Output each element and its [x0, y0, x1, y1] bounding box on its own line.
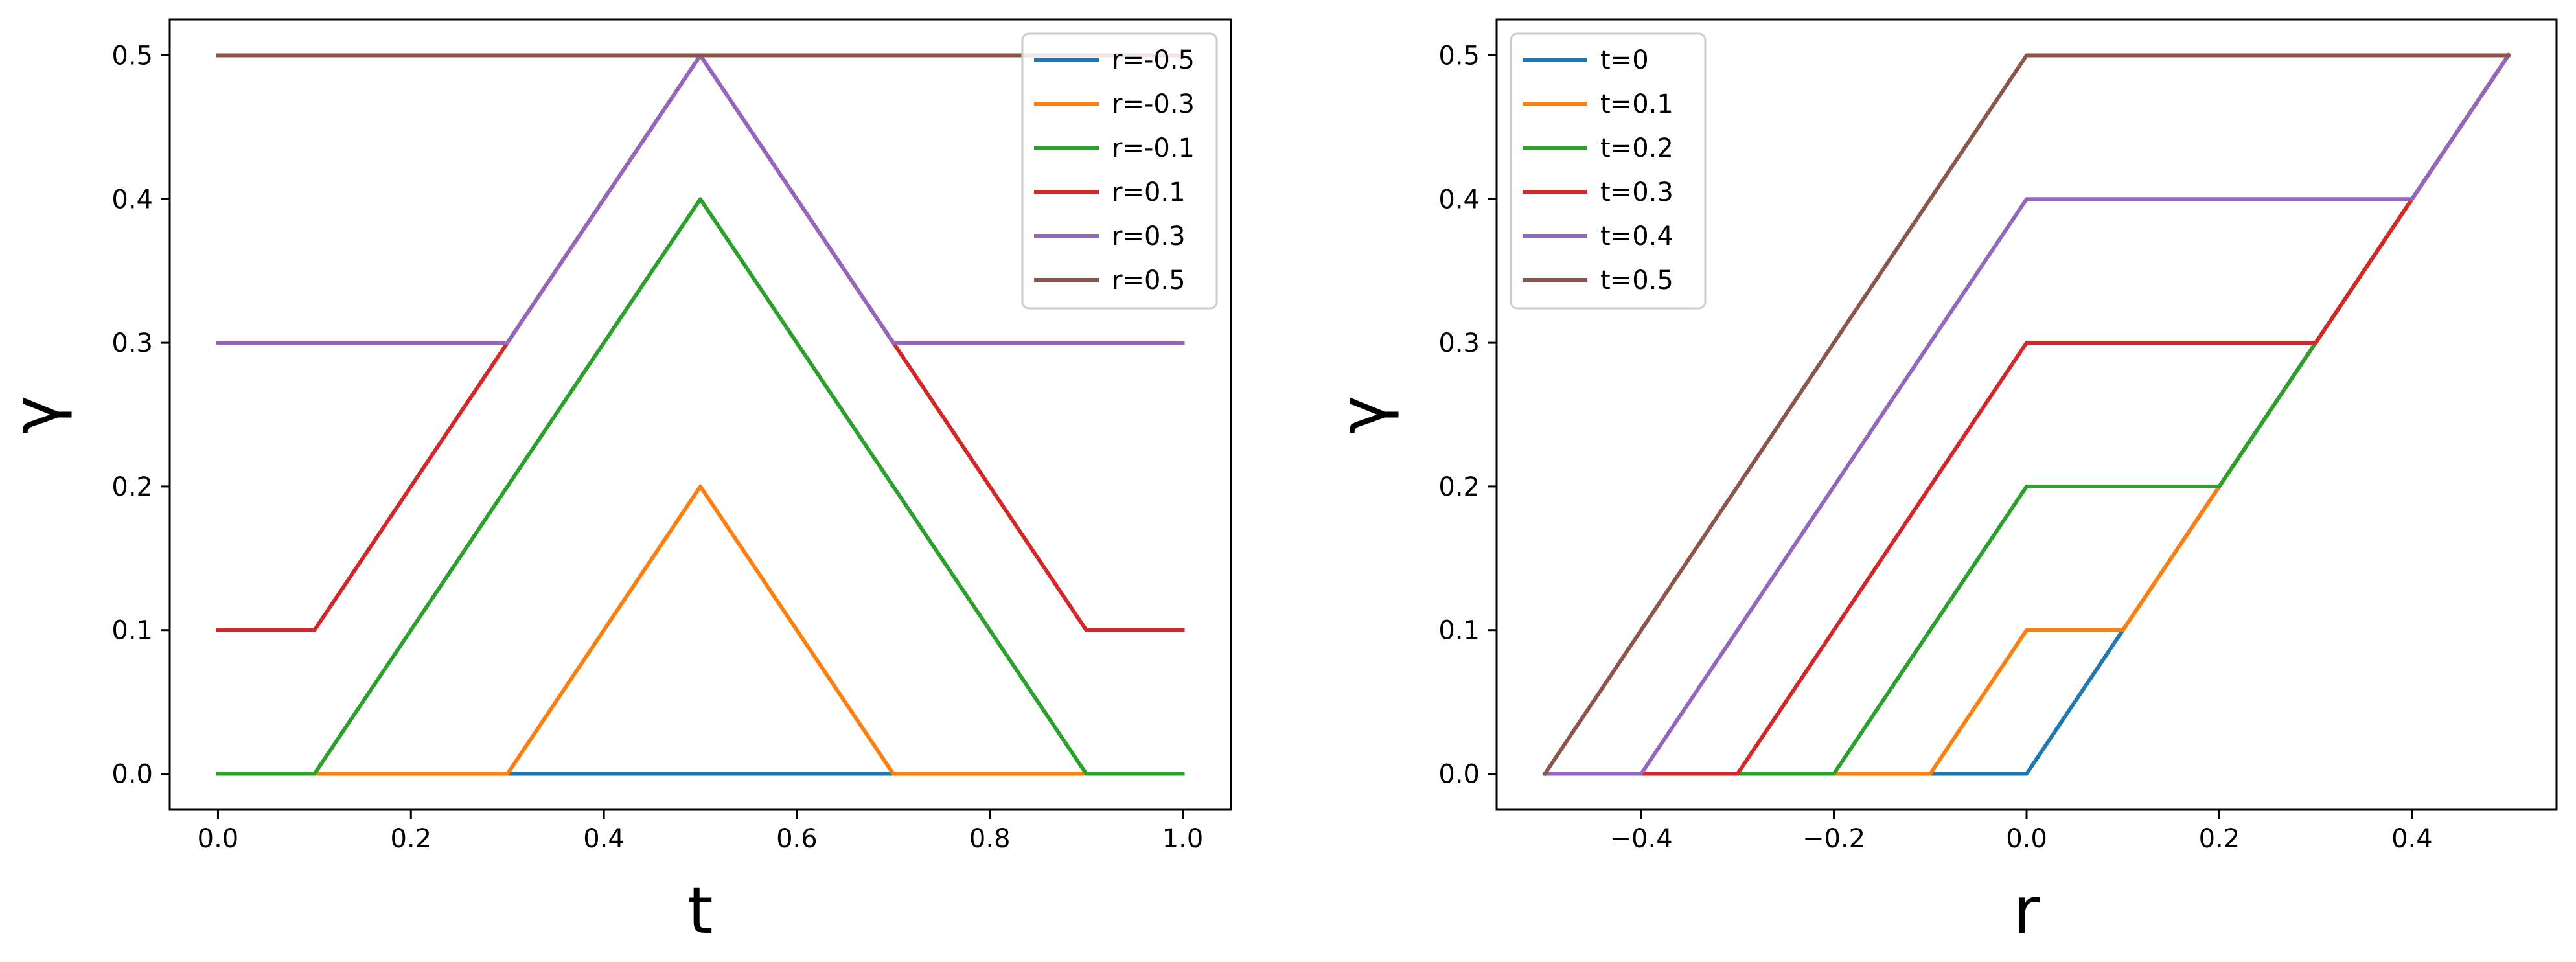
series-line-t0p3 [1543, 52, 2511, 776]
x-axis-label: r [2013, 873, 2040, 948]
y-tick-label: 0.0 [111, 760, 153, 790]
y-tick-label: 0.0 [1438, 760, 1480, 790]
x-tick-label: 0.4 [583, 824, 625, 854]
chart-gamma-vs-t: 0.0 0.2 0.4 0.6 0.8 1.0 0.0 0.1 0.2 0.3 0.4 0.5 t γ r=… [0, 18, 1232, 948]
y-tick-label: 0.4 [1438, 185, 1480, 214]
legend-label-r0p3: r=0.3 [1112, 222, 1186, 251]
y-axis-label: γ [0, 395, 73, 433]
legend: t=0 t=0.1 t=0.2 t=0.3 t=0.4 t=0.5 [1510, 32, 1707, 310]
legend-label-t0p4: t=0.4 [1600, 222, 1673, 251]
y-tick-label: 0.5 [111, 41, 153, 71]
legend-label-t0p3: t=0.3 [1600, 178, 1673, 207]
series-line-t0p4 [1543, 52, 2511, 776]
y-tick-label: 0.3 [1438, 328, 1480, 358]
x-tick-label: 0.2 [2199, 824, 2240, 854]
legend: r=-0.5 r=-0.3 r=-0.1 r=0.1 r=0.3 r=0.5 [1021, 32, 1218, 310]
x-axis-label: t [687, 873, 713, 948]
y-tick-label: 0.1 [1438, 616, 1480, 646]
legend-label-r0p5: r=0.5 [1112, 266, 1186, 295]
x-tick-label: 1.0 [1162, 824, 1204, 854]
series-line-t0p5 [1542, 53, 2511, 777]
legend-label-t0p5: t=0.5 [1600, 266, 1673, 295]
legend-label-r-0p5: r=-0.5 [1112, 45, 1195, 75]
y-tick-label: 0.4 [111, 185, 153, 214]
x-tick-label: 0.2 [390, 824, 431, 854]
legend-label-r-0p3: r=-0.3 [1112, 89, 1195, 119]
chart-gamma-vs-r: −0.4 −0.2 0.0 0.2 0.4 0.0 0.1 0.2 0.3 0.4 0.5 r γ t=0… [1324, 18, 2558, 948]
x-tick-label: 0.6 [776, 824, 818, 854]
x-tick-label: −0.2 [1802, 824, 1865, 854]
legend-label-r0p1: r=0.1 [1112, 178, 1186, 207]
y-tick-label: 0.5 [1438, 41, 1480, 71]
series-line-r-0p3 [216, 484, 1185, 776]
series-line-r-0p1 [216, 197, 1185, 776]
y-axis-label: γ [1324, 395, 1400, 433]
x-tick-label: 0.0 [2006, 824, 2047, 854]
legend-label-t0: t=0 [1600, 45, 1649, 75]
y-tick-label: 0.1 [111, 616, 153, 646]
x-tick-label: −0.4 [1610, 824, 1673, 854]
x-tick-label: 0.0 [198, 824, 239, 854]
legend-label-t0p2: t=0.2 [1600, 133, 1673, 163]
y-tick-label: 0.3 [111, 328, 153, 358]
x-tick-label: 0.8 [969, 824, 1011, 854]
legend-label-t0p1: t=0.1 [1600, 89, 1673, 119]
y-tick-label: 0.2 [1438, 472, 1480, 502]
plot-frame [168, 18, 1232, 811]
x-tick-label: 0.4 [2391, 824, 2433, 854]
legend-label-r-0p1: r=-0.1 [1112, 133, 1195, 163]
y-tick-label: 0.2 [111, 472, 153, 502]
